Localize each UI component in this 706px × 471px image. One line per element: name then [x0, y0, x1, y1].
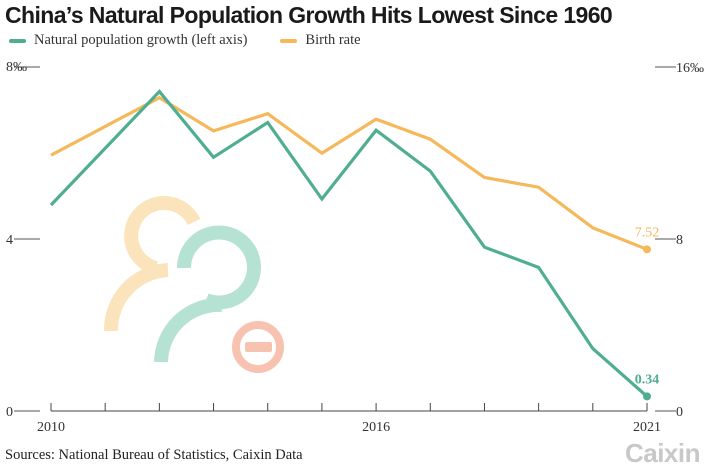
legend-item-birth-rate: Birth rate — [280, 32, 361, 49]
legend-label-birth-rate: Birth rate — [305, 32, 361, 48]
person-back-head-shape — [124, 196, 201, 275]
birth-rate-end-label: 7.52 — [635, 225, 660, 240]
y-left-tick-label: 0 — [6, 405, 13, 420]
birth-rate-end-point — [643, 245, 651, 254]
y-left-tick-label: 4 — [6, 233, 13, 248]
y-right-tick-label: 8 — [676, 233, 683, 248]
population-decrease-illustration — [103, 196, 284, 373]
natural-growth-end-label: 0.34 — [635, 372, 660, 387]
y-right-tick-label: 16‰ — [676, 61, 704, 76]
legend: Natural population growth (left axis) Bi… — [9, 32, 394, 49]
brand-logo: Caixin — [624, 438, 701, 468]
natural-growth-line — [49, 89, 649, 398]
person-front-head-shape — [176, 225, 261, 310]
legend-item-natural-growth: Natural population growth (left axis) — [9, 32, 247, 49]
minus-sign-icon — [245, 342, 272, 352]
person-back-body-shape — [103, 263, 169, 332]
legend-swatch-birth-rate — [280, 38, 298, 43]
x-tick-label: 2010 — [37, 420, 65, 435]
minus-badge-icon — [232, 321, 284, 373]
legend-label-natural-growth: Natural population growth (left axis) — [34, 32, 248, 48]
x-tick-label: 2016 — [362, 420, 390, 435]
natural-growth-end-point — [643, 392, 651, 401]
y-left-tick-label: 8‰ — [6, 60, 27, 75]
chart-title: China’s Natural Population Growth Hits L… — [5, 2, 613, 28]
x-tick-label: 2021 — [633, 420, 661, 435]
birth-rate-line — [50, 95, 648, 251]
person-front-body-shape — [154, 297, 223, 363]
source-note: Sources: National Bureau of Statistics, … — [5, 447, 303, 463]
y-right-tick-label: 0 — [676, 405, 683, 420]
legend-swatch-natural-growth — [9, 38, 26, 43]
